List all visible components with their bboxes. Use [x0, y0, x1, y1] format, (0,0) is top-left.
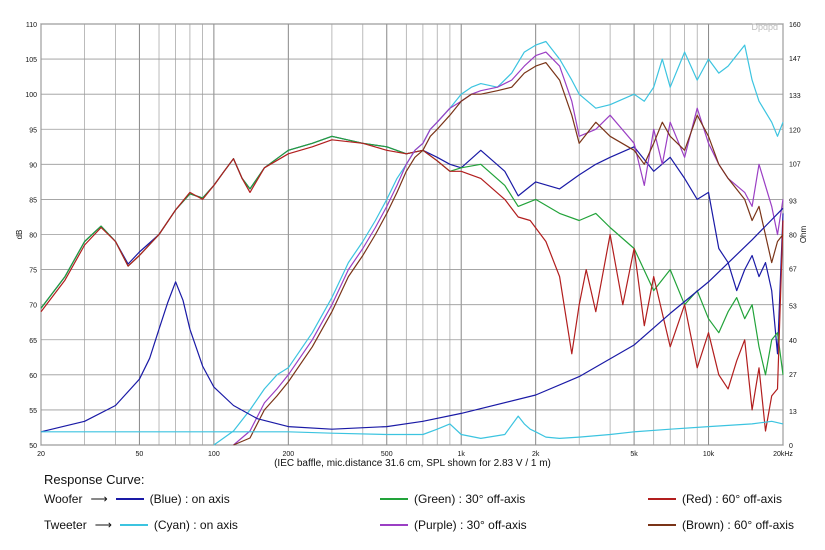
legend-item-green: (Green) : 30° off-axis: [414, 492, 526, 506]
frequency-response-chart: 20 50 100 200 500 1k 2k 5k 10k 20kHz5055606570758…: [15, 22, 808, 458]
x-tick-label: 10k: [703, 451, 715, 458]
legend-row-woofer: Woofer ⟶ (Blue) : on axis: [44, 492, 230, 506]
y2-tick-label: 120: [789, 127, 801, 134]
x-tick-label: 1k: [458, 451, 466, 458]
legend-woofer-label: Woofer: [44, 492, 83, 506]
y-tick-label: 50: [29, 443, 37, 450]
y2-tick-label: 27: [789, 372, 797, 379]
legend-tweeter-label: Tweeter: [44, 518, 87, 532]
series-line-4: [233, 51, 784, 446]
legend-swatch-green: [380, 498, 408, 500]
y2-tick-label: 147: [789, 56, 801, 63]
legend-item-purple: (Purple) : 30° off-axis: [414, 518, 527, 532]
arrow-right-icon: ⟶: [94, 518, 112, 532]
series-line-5: [233, 61, 784, 446]
y-tick-label: 80: [29, 233, 37, 240]
y-tick-label: 90: [29, 162, 37, 169]
x-tick-label: 500: [381, 451, 393, 458]
chart-caption: (IEC baffle, mic.distance 31.6 cm, SPL s…: [274, 458, 551, 469]
legend-item-brown: (Brown) : 60° off-axis: [682, 518, 794, 532]
y2-tick-label: 40: [789, 338, 797, 345]
y-tick-label: 65: [29, 338, 37, 345]
legend-swatch-red: [648, 498, 676, 500]
legend-item-red: (Red) : 60° off-axis: [682, 492, 782, 506]
y-tick-label: 105: [25, 57, 37, 64]
legend-swatch-brown: [648, 524, 676, 526]
legend-row-tweeter: Tweeter ⟶ (Cyan) : on axis: [44, 518, 238, 532]
y2-tick-label: 80: [789, 233, 797, 240]
y-tick-label: 70: [29, 303, 37, 310]
legend-title: Response Curve:: [44, 472, 145, 487]
y-tick-label: 95: [29, 127, 37, 134]
series-line-7: [41, 415, 784, 439]
legend-swatch-purple: [380, 524, 408, 526]
y-tick-label: 100: [25, 92, 37, 99]
x-tick-label: 20: [37, 451, 45, 458]
y2-tick-label: 93: [789, 198, 797, 205]
legend-row-purple: (Purple) : 30° off-axis: [380, 518, 527, 532]
y2-tick-label: 0: [789, 443, 793, 450]
y-tick-label: 60: [29, 373, 37, 380]
y-axis-label: dB: [15, 230, 24, 240]
x-tick-label: 200: [282, 451, 294, 458]
x-tick-label: 20kHz: [773, 451, 793, 458]
x-tick-label: 100: [208, 451, 220, 458]
y2-tick-label: 160: [789, 22, 801, 29]
series-line-3: [213, 40, 784, 446]
x-tick-label: 5k: [630, 451, 638, 458]
series-line-6: [40, 207, 784, 433]
legend-swatch-cyan: [119, 524, 148, 526]
y2-tick-label: 133: [789, 93, 801, 100]
y-tick-label: 110: [26, 22, 37, 29]
y-tick-label: 55: [29, 408, 37, 415]
y2-tick-label: 107: [789, 161, 801, 168]
legend-swatch-blue: [115, 498, 144, 500]
y-tick-label: 85: [29, 197, 37, 204]
legend-item-cyan: (Cyan) : on axis: [153, 518, 238, 532]
legend-row-brown: (Brown) : 60° off-axis: [648, 518, 794, 532]
legend-item-blue: (Blue) : on axis: [149, 492, 230, 506]
y-tick-label: 75: [29, 268, 37, 275]
x-tick-label: 50: [136, 451, 144, 458]
y2-axis-label: Ohm: [799, 226, 808, 244]
watermark: Dpdpd: [751, 22, 778, 32]
arrow-right-icon: ⟶: [90, 492, 108, 506]
y2-tick-label: 53: [789, 304, 797, 311]
legend-row-red: (Red) : 60° off-axis: [648, 492, 782, 506]
series-line-2: [40, 139, 784, 432]
y2-tick-label: 13: [789, 409, 797, 416]
y2-tick-label: 67: [789, 267, 797, 274]
x-tick-label: 2k: [532, 451, 540, 458]
legend-row-green: (Green) : 30° off-axis: [380, 492, 525, 506]
